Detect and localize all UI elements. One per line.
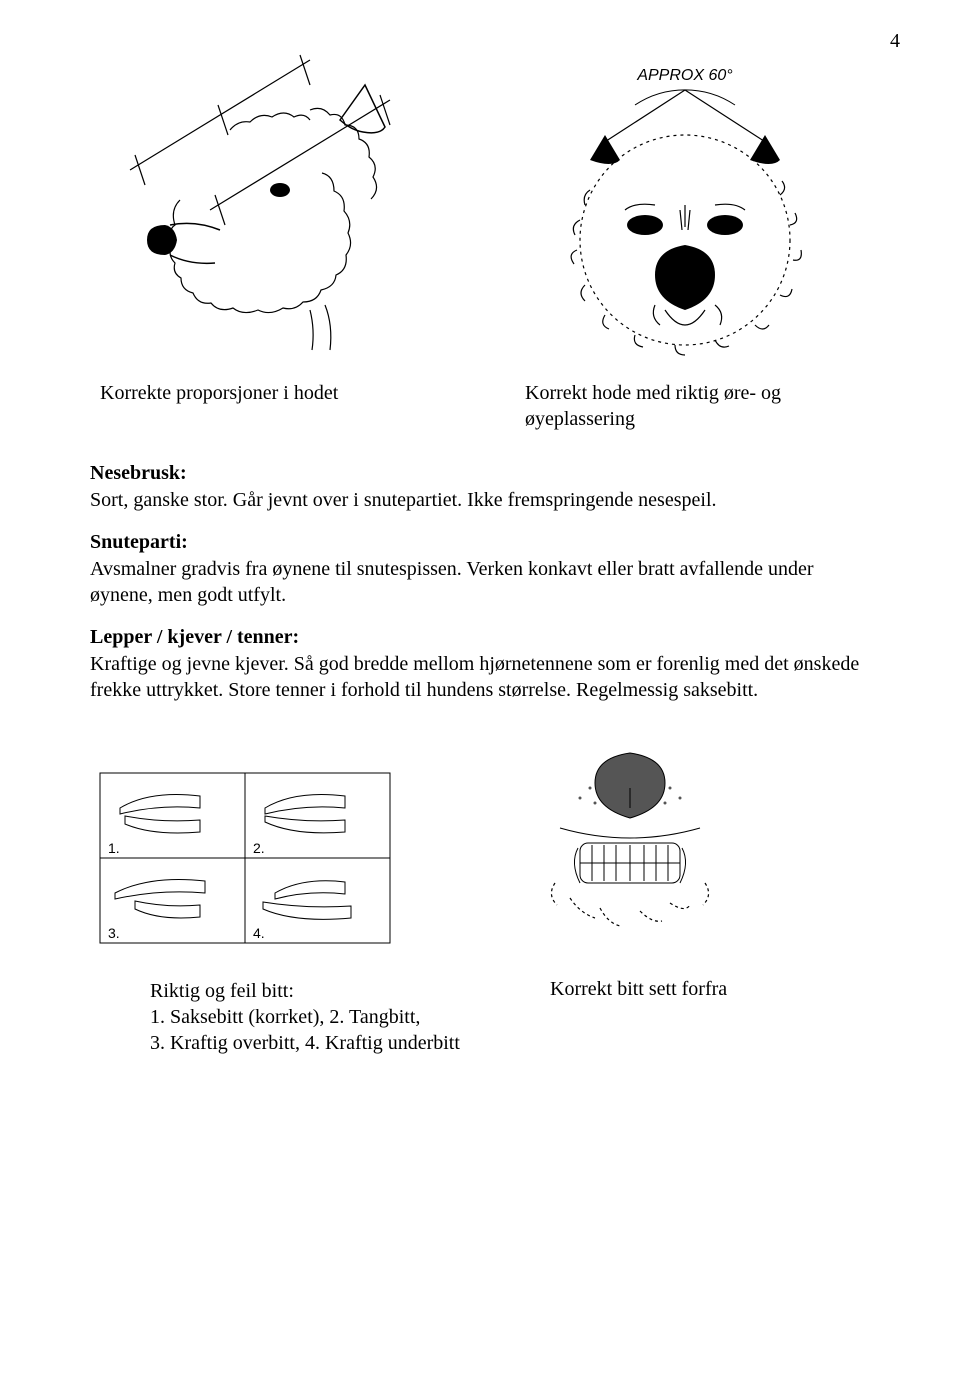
section-snuteparti: Snuteparti: Avsmalner gradvis fra øynene… [90,531,870,608]
page-number: 4 [890,30,900,53]
svg-text:1.: 1. [108,840,120,856]
head-profile-illustration [110,50,440,370]
caption-front: Korrekt hode med riktig øre- og øyeplass… [485,380,870,432]
heading-snuteparti: Snuteparti: [90,531,870,554]
text-snuteparti: Avsmalner gradvis fra øynene til snutesp… [90,556,870,608]
head-front-illustration: APPROX 60° [505,50,865,370]
top-captions-row: Korrekte proporsjoner i hodet Korrekt ho… [90,380,870,432]
section-nesebrusk: Nesebrusk: Sort, ganske stor. Går jevnt … [90,462,870,513]
heading-nesebrusk: Nesebrusk: [90,462,870,485]
caption-bite-front: Korrekt bitt sett forfra [510,978,870,1056]
bite-caption-line2: 1. Saksebitt (korrket), 2. Tangbitt, [150,1004,470,1030]
heading-lepper: Lepper / kjever / tenner: [90,626,870,649]
bite-caption-line1: Riktig og feil bitt: [150,978,470,1004]
section-lepper: Lepper / kjever / tenner: Kraftige og je… [90,626,870,703]
svg-text:4.: 4. [253,925,265,941]
figure-bite-grid: 1. 2. 3. 4. [90,763,460,953]
text-lepper: Kraftige og jevne kjever. Så god bredde … [90,651,870,703]
figure-head-profile [90,50,460,370]
angle-label: APPROX 60° [636,67,733,84]
svg-text:3.: 3. [108,925,120,941]
text-nesebrusk: Sort, ganske stor. Går jevnt over i snut… [90,487,870,513]
caption-bite-grid: Riktig og feil bitt: 1. Saksebitt (korrk… [90,978,470,1056]
bottom-captions-row: Riktig og feil bitt: 1. Saksebitt (korrk… [90,978,870,1056]
bite-grid-illustration: 1. 2. 3. 4. [90,763,400,953]
bottom-figures-row: 1. 2. 3. 4. [90,733,870,953]
svg-text:2.: 2. [253,840,265,856]
caption-profile: Korrekte proporsjoner i hodet [90,380,445,432]
bite-front-illustration [500,733,760,953]
figure-bite-front [500,733,870,953]
figure-head-front: APPROX 60° [500,50,870,370]
bite-caption-line3: 3. Kraftig overbitt, 4. Kraftig underbit… [150,1030,470,1056]
top-figures-row: APPROX 60° [90,50,870,370]
